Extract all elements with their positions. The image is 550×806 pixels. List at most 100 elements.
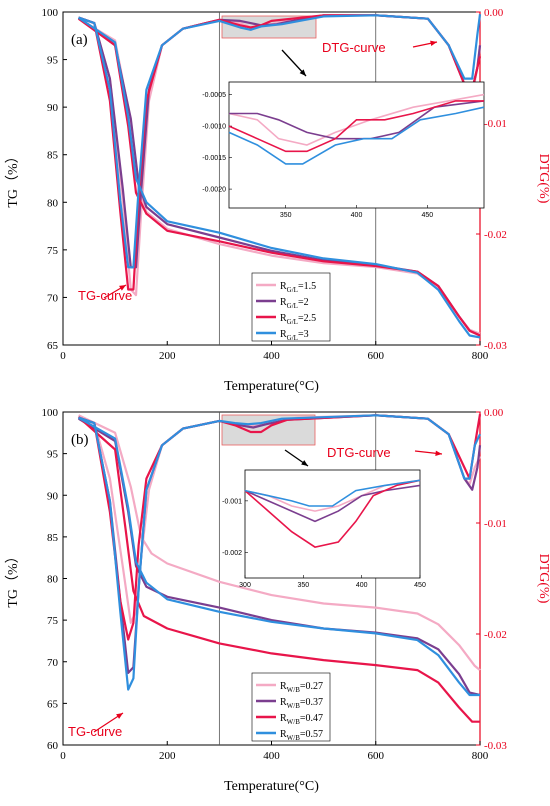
tg-curve-3: [77, 16, 481, 339]
legend-label-value: =0.57: [300, 729, 323, 740]
x-axis-label: Temperature(°C): [224, 779, 319, 794]
inset-x-tick-label: 450: [421, 212, 433, 219]
legend-label-sub: W/B: [287, 734, 301, 742]
y-tick-label: 85: [47, 532, 59, 544]
y2-axis-label: DTG(%): [536, 554, 550, 604]
inset-x-tick-label: 400: [356, 582, 368, 589]
legend-label-sub: G/L: [287, 334, 298, 342]
y-tick-label: 65: [47, 698, 59, 710]
panel-label: (a): [71, 32, 88, 48]
legend-label-r: R: [280, 329, 287, 340]
legend: RG/L=1.5RG/L=2RG/L=2.5RG/L=3: [251, 272, 331, 342]
inset-curve-3: [228, 106, 485, 165]
tg-curve-2: [77, 416, 480, 723]
legend-label-sub: G/L: [287, 302, 298, 310]
zoom-arrowhead: [301, 460, 308, 466]
inset-y-tick-label: -0.001: [222, 498, 242, 505]
legend-label-sub: W/B: [287, 686, 301, 694]
inset-x-tick-label: 400: [351, 212, 363, 219]
inset-y-tick-label: -0.0015: [202, 155, 226, 162]
tg-curve-0: [78, 414, 481, 671]
y-tick-label: 100: [42, 7, 59, 19]
y-tick-label: 70: [47, 292, 59, 304]
y-axis-label: TG（%）: [5, 549, 21, 607]
y2-tick-label: -0.03: [484, 340, 507, 352]
legend-label-sub: W/B: [287, 718, 301, 726]
dtg-curve-annotation: DTG-curve: [322, 40, 386, 55]
inset-plot: 350 400 450 -0.0005 -0.0010 -0.0015 -0.0020: [202, 81, 485, 219]
tg-curve-2: [77, 17, 481, 337]
inset-curve-0: [228, 93, 485, 146]
inset-x-tick-label: 350: [297, 582, 309, 589]
y-tick-label: 70: [47, 657, 59, 669]
legend-label-value: =2.5: [298, 313, 316, 324]
legend-label: RW/B=0.37: [280, 697, 323, 710]
dtg-arrowhead: [430, 40, 437, 46]
inset-curve-3: [244, 479, 421, 507]
panel-label: (b): [71, 432, 89, 448]
y2-tick-label: 0.00: [484, 407, 504, 419]
x-tick-label: 200: [159, 750, 176, 762]
panel-a: 0 200 400 600 800 65 70 75 80 85 90 95 100 0.00 -0.01 -…: [5, 7, 550, 394]
y2-axis-label: DTG(%): [536, 154, 550, 204]
legend-label-r: R: [280, 313, 287, 324]
tg-curve-3: [78, 416, 480, 697]
inset-x-tick-label: 450: [414, 582, 426, 589]
legend-label-r: R: [280, 697, 287, 708]
inset-x-tick-label: 350: [280, 212, 292, 219]
y-tick-label: 100: [42, 407, 59, 419]
legend-label: RW/B=0.47: [280, 713, 323, 726]
y-tick-label: 65: [47, 340, 59, 352]
x-tick-label: 400: [263, 350, 280, 362]
legend-label-r: R: [280, 713, 287, 724]
tg-curve-annotation: TG-curve: [78, 288, 132, 303]
legend-label: RW/B=0.27: [280, 681, 323, 694]
x-axis-label: Temperature(°C): [224, 379, 319, 394]
panel-b: 0 200 400 600 800 60 65 70 75 80 85 90 95 100 0.00 -0.0…: [5, 407, 550, 794]
legend-label-r: R: [280, 281, 287, 292]
x-tick-label: 400: [263, 750, 280, 762]
tg-arrowhead: [116, 713, 123, 719]
y-axis-label: TG（%）: [5, 149, 21, 207]
inset-curve-2: [228, 100, 484, 153]
y-tick-label: 80: [47, 197, 59, 209]
y-tick-label: 60: [47, 740, 59, 752]
y2-tick-label: -0.02: [484, 229, 507, 241]
legend-label: RG/L=2: [280, 297, 309, 310]
y-tick-label: 85: [47, 150, 59, 162]
tg-arrowhead: [119, 285, 126, 291]
dtg-curve-2: [78, 414, 482, 641]
y2-tick-label: -0.02: [484, 629, 507, 641]
legend-label: RG/L=1.5: [280, 281, 316, 294]
y-tick-label: 75: [47, 245, 59, 257]
legend-label-sub: W/B: [287, 702, 301, 710]
y-tick-label: 95: [47, 449, 59, 461]
dtg-curve-3: [78, 414, 481, 691]
inset-curve-0: [244, 479, 421, 512]
dtg-curve-annotation: DTG-curve: [327, 445, 391, 460]
y-tick-label: 75: [47, 615, 59, 627]
legend-label-r: R: [280, 729, 287, 740]
inset-y-tick-label: -0.0020: [202, 187, 226, 194]
x-tick-label: 800: [472, 750, 489, 762]
y-tick-label: 95: [47, 55, 59, 67]
x-tick-label: 600: [368, 750, 385, 762]
legend-label-value: =0.37: [300, 697, 323, 708]
legend-label-value: =2: [298, 297, 309, 308]
y2-tick-label: -0.03: [484, 740, 507, 752]
dtg-arrowhead: [435, 450, 442, 456]
y-tick-label: 90: [47, 102, 59, 114]
legend-label-value: =0.47: [300, 713, 323, 724]
x-tick-label: 0: [60, 750, 66, 762]
x-tick-label: 800: [472, 350, 489, 362]
y2-tick-label: 0.00: [484, 7, 504, 19]
legend-label-r: R: [280, 297, 287, 308]
zoom-arrowhead: [299, 69, 306, 76]
y2-tick-label: -0.01: [484, 518, 507, 530]
legend-label-value: =3: [298, 329, 309, 340]
legend-label: RW/B=0.57: [280, 729, 323, 742]
x-tick-label: 200: [159, 350, 176, 362]
inset-plot: 300 350 400 450 -0.001 -0.002: [222, 469, 426, 589]
dtg-curve-3: [78, 14, 482, 269]
